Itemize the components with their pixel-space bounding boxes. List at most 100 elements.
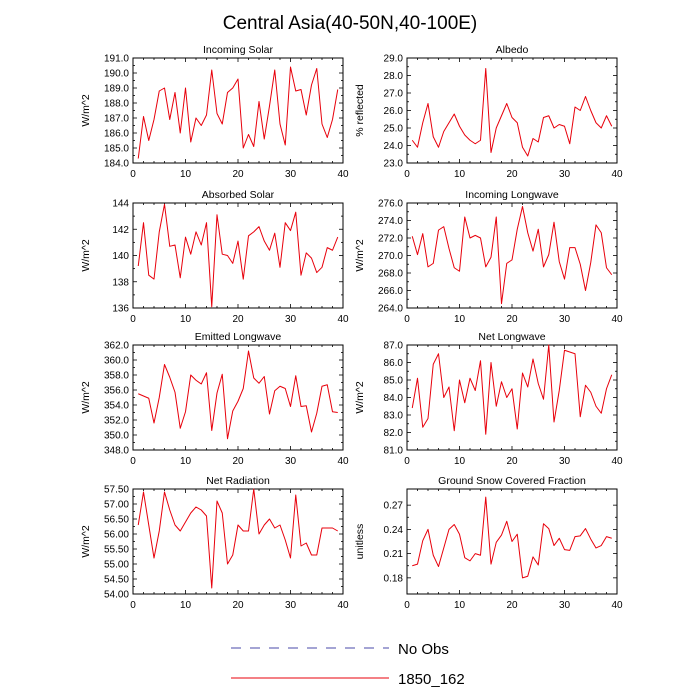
data-point (412, 565, 413, 566)
data-point (559, 390, 560, 391)
series-line-1850-162 (412, 496, 612, 579)
data-point (464, 216, 465, 217)
panel-absorbed-solar: Absorbed Solar W/m^2 0 10 20 30 40 136 138 140 142… (80, 189, 349, 325)
data-point (290, 230, 291, 231)
data-point (469, 560, 470, 561)
data-point (306, 114, 307, 115)
data-point (222, 512, 223, 513)
data-point (143, 491, 144, 492)
data-point (169, 377, 170, 378)
data-point (227, 255, 228, 256)
data-point (269, 518, 270, 519)
data-point (264, 524, 265, 525)
data-point (253, 377, 254, 378)
data-point (180, 530, 181, 531)
data-point (185, 87, 186, 88)
data-point (253, 231, 254, 232)
data-point (264, 376, 265, 377)
data-point (517, 428, 518, 429)
data-point (269, 105, 270, 106)
data-point (574, 353, 575, 354)
series-line-1850-162 (411, 68, 613, 157)
data-point (417, 254, 418, 255)
y-tick-label: 54.00 (104, 590, 129, 601)
data-point (601, 413, 602, 414)
data-point (295, 375, 296, 376)
x-tick-label: 40 (611, 314, 623, 325)
data-point (300, 406, 301, 407)
y-tick-label: 86.0 (384, 358, 404, 369)
data-point (227, 92, 228, 93)
data-point (438, 353, 439, 354)
data-point (427, 266, 428, 267)
data-point (580, 416, 581, 417)
y-axis-label: unitless (354, 524, 366, 560)
x-tick-label: 0 (404, 169, 410, 180)
data-point (185, 411, 186, 412)
data-point (321, 267, 322, 268)
data-point (433, 364, 434, 365)
x-tick-label: 0 (404, 456, 410, 467)
data-point (232, 410, 233, 411)
data-point (237, 524, 238, 525)
data-point (501, 534, 502, 535)
x-tick-label: 30 (559, 600, 571, 611)
legend-label-no-obs: No Obs (398, 641, 449, 658)
data-point (327, 247, 328, 248)
data-point (290, 557, 291, 558)
data-point (448, 529, 449, 530)
panels-group: Incoming Solar W/m^2 0 10 20 30 40 184.0 185.0 18… (80, 44, 623, 611)
data-point (153, 422, 154, 423)
data-point (538, 141, 539, 142)
data-point (164, 204, 165, 205)
data-point (480, 237, 481, 238)
data-point (496, 406, 497, 407)
y-tick-label: 191.0 (104, 54, 129, 65)
data-point (274, 390, 275, 391)
data-point (274, 69, 275, 70)
data-point (321, 527, 322, 528)
data-point (517, 122, 518, 123)
data-point (138, 393, 139, 394)
y-tick-label: 87.0 (384, 341, 404, 352)
data-point (159, 530, 160, 531)
y-tick-label: 276.0 (378, 199, 403, 210)
data-point (222, 374, 223, 375)
plot-frame (132, 57, 344, 164)
data-point (201, 125, 202, 126)
data-point (606, 267, 607, 268)
data-point (433, 555, 434, 556)
data-point (232, 87, 233, 88)
data-point (327, 527, 328, 528)
data-point (243, 279, 244, 280)
x-tick-label: 40 (337, 169, 349, 180)
data-point (253, 488, 254, 489)
plot-frame (406, 344, 618, 451)
data-point (585, 528, 586, 529)
data-point (174, 392, 175, 393)
x-tick-label: 30 (285, 456, 297, 467)
data-point (543, 117, 544, 118)
data-point (206, 222, 207, 223)
y-tick-label: 142 (112, 225, 129, 236)
data-point (511, 388, 512, 389)
data-point (527, 386, 528, 387)
x-tick-label: 0 (130, 169, 136, 180)
data-point (159, 231, 160, 232)
panel-net-longwave: Net Longwave W/m^2 0 10 20 30 40 81.0 82.0 83.0 84… (354, 331, 623, 467)
x-tick-label: 40 (611, 600, 623, 611)
data-point (548, 528, 549, 529)
y-axis-label: % reflected (354, 84, 366, 137)
data-point (443, 547, 444, 548)
data-point (532, 358, 533, 359)
data-point (501, 381, 502, 382)
data-point (164, 364, 165, 365)
data-point (143, 395, 144, 396)
y-tick-label: 188.0 (104, 99, 129, 110)
data-point (543, 399, 544, 400)
data-point (258, 533, 259, 534)
data-point (585, 96, 586, 97)
data-point (464, 134, 465, 135)
y-tick-label: 354.0 (104, 401, 129, 412)
